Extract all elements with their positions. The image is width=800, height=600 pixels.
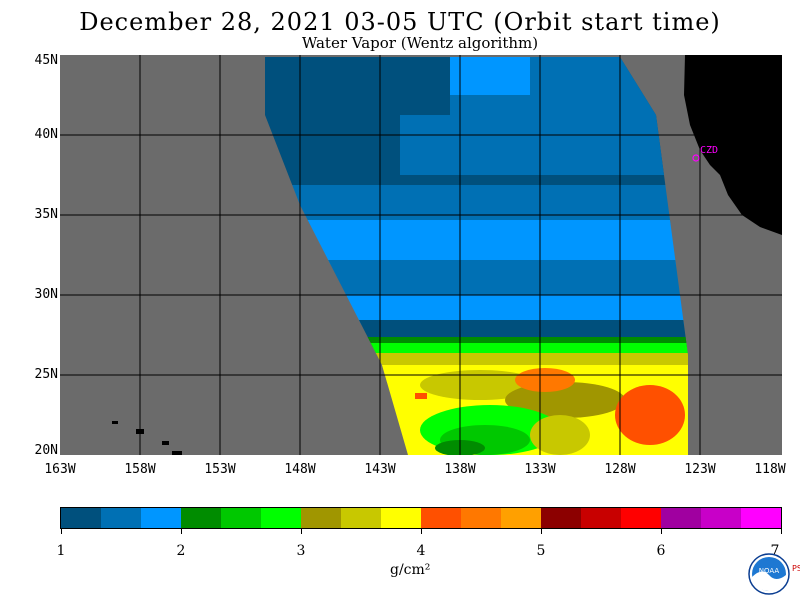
colorbar-tick xyxy=(61,528,62,534)
colorbar-unit: g/cm² xyxy=(390,562,431,578)
lon-label: 128W xyxy=(604,462,636,477)
colorbar-swatch xyxy=(661,508,701,528)
colorbar-swatch xyxy=(381,508,421,528)
colorbar-tick xyxy=(541,528,542,534)
lat-label: 30N xyxy=(34,287,58,302)
map-subtitle: Water Vapor (Wentz algorithm) xyxy=(301,34,539,52)
lon-label: 148W xyxy=(284,462,316,477)
colorbar-swatch xyxy=(621,508,661,528)
lon-label: 123W xyxy=(684,462,716,477)
colorbar-tick-label: 1 xyxy=(56,543,66,559)
satellite-swath xyxy=(265,57,688,455)
colorbar xyxy=(60,507,782,529)
colorbar-swatch xyxy=(101,508,141,528)
station-marker-icon xyxy=(692,154,700,162)
lat-label: 35N xyxy=(34,207,58,222)
colorbar-swatch xyxy=(341,508,381,528)
colorbar-swatch xyxy=(421,508,461,528)
colorbar-swatch xyxy=(221,508,261,528)
colorbar-swatch xyxy=(61,508,101,528)
colorbar-swatch xyxy=(301,508,341,528)
colorbar-swatch xyxy=(581,508,621,528)
colorbar-tick-label: 5 xyxy=(536,543,546,559)
colorbar-swatch xyxy=(141,508,181,528)
lon-label: 153W xyxy=(204,462,236,477)
lon-label: 143W xyxy=(364,462,396,477)
lon-label: 133W xyxy=(524,462,556,477)
lon-label: 118W xyxy=(754,462,786,477)
colorbar-tick xyxy=(181,528,182,534)
colorbar-swatch xyxy=(541,508,581,528)
lon-label: 158W xyxy=(124,462,156,477)
lon-label: 138W xyxy=(444,462,476,477)
lat-label: 20N xyxy=(34,443,58,458)
graticule xyxy=(60,55,782,455)
map-title: December 28, 2021 03-05 UTC (Orbit start… xyxy=(79,8,721,36)
colorbar-swatch xyxy=(741,508,781,528)
colorbar-tick xyxy=(661,528,662,534)
colorbar-swatch xyxy=(461,508,501,528)
colorbar-swatch xyxy=(501,508,541,528)
colorbar-swatch xyxy=(701,508,741,528)
map-canvas xyxy=(60,55,782,455)
logo-text: NOAA xyxy=(759,567,780,575)
colorbar-tick xyxy=(421,528,422,534)
noaa-logo-icon: NOAA xyxy=(748,553,790,595)
lon-label: 163W xyxy=(44,462,76,477)
colorbar-tick-label: 2 xyxy=(176,543,186,559)
colorbar-tick-label: 4 xyxy=(416,543,426,559)
colorbar-tick-label: 6 xyxy=(656,543,666,559)
lat-label: 25N xyxy=(34,367,58,382)
colorbar-swatch xyxy=(181,508,221,528)
water-vapor-map xyxy=(60,55,782,455)
california-coast xyxy=(684,55,782,235)
lat-label: 40N xyxy=(34,127,58,142)
colorbar-tick-label: 3 xyxy=(296,543,306,559)
colorbar-tick xyxy=(781,528,782,534)
colorbar-tick-label: 7 xyxy=(770,543,780,559)
psl-logo-text: PSL xyxy=(792,564,800,573)
colorbar-tick xyxy=(301,528,302,534)
station-label: CZD xyxy=(700,145,719,156)
lat-label: 45N xyxy=(34,53,58,68)
colorbar-swatch xyxy=(261,508,301,528)
